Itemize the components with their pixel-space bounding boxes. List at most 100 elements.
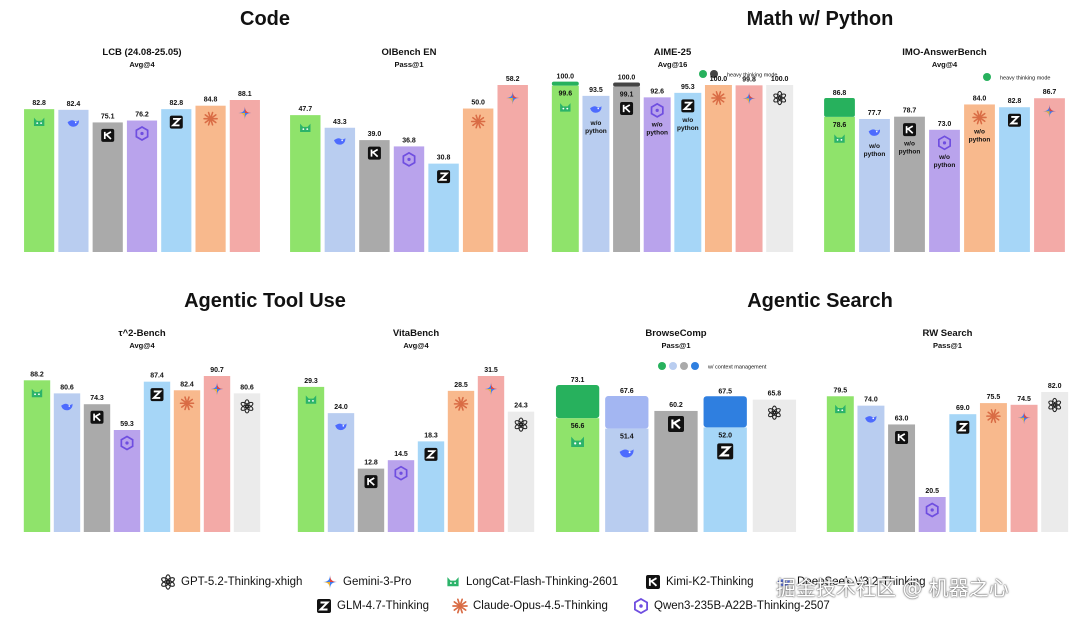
bar-glm (161, 109, 192, 252)
deepseek-icon (67, 120, 79, 127)
glm-icon (316, 598, 332, 614)
deepseek-icon (334, 138, 346, 145)
claude-icon (986, 409, 1001, 424)
bar-note: w/o (868, 143, 880, 150)
bar-value: 39.0 (368, 131, 382, 138)
gpt-icon (240, 399, 254, 414)
bar-value: 82.8 (1008, 98, 1022, 105)
bar-value: 87.4 (150, 373, 164, 380)
bar-longcat (24, 109, 55, 252)
longcat-icon (31, 388, 43, 398)
bar-value: 43.3 (333, 119, 347, 126)
claude-icon (470, 114, 486, 129)
gemini-icon (322, 574, 338, 590)
bar-value: 65.8 (768, 391, 782, 398)
bar-qwen (387, 460, 415, 532)
longcat-icon (445, 574, 461, 590)
kimi-icon (895, 430, 909, 444)
glm-icon (150, 388, 164, 402)
bar-note: w/o (590, 120, 602, 127)
bar-note: python (969, 136, 991, 143)
bar-value: 82.4 (67, 101, 81, 108)
bar-longcat (23, 380, 51, 532)
bar-gemini (735, 85, 763, 252)
bar-note: python (585, 128, 607, 135)
legend-label: GLM-4.7-Thinking (337, 600, 430, 612)
bar-value: 75.5 (987, 394, 1001, 401)
bar-value: 88.2 (30, 371, 44, 378)
bar-note: w/o (903, 141, 915, 148)
chart-note: heavy thinking mode (727, 73, 777, 79)
chart-subtitle: Avg@4 (932, 60, 958, 69)
chart-note: w/ context management (707, 365, 767, 371)
bar-value: 20.5 (925, 488, 939, 495)
bar-longcat (551, 85, 579, 252)
legend-dot (691, 362, 699, 370)
bar-value: 18.3 (424, 432, 438, 439)
bar-ctx-value: 73.1 (571, 377, 585, 384)
bar-longcat (290, 115, 321, 252)
qwen-icon (120, 435, 134, 451)
legend-dot (699, 70, 707, 78)
bar-note: python (934, 162, 956, 169)
kimi-icon (903, 123, 916, 137)
legend-label: Qwen3-235B-A22B-Thinking-2507 (654, 600, 830, 612)
legend-label: LongCat-Flash-Thinking-2601 (466, 576, 619, 588)
bar-glm (703, 427, 747, 532)
bar-value: 100.0 (771, 76, 789, 83)
chart-title: OIBench EN (382, 47, 437, 58)
bar-ctx-longcat (555, 385, 600, 419)
bar-qwen (643, 97, 671, 252)
chart-panel: VitaBench Avg@4 29.3 24.0 12.8 14.5 18.3 28.5 31… (297, 328, 535, 532)
legend-dot (983, 73, 991, 81)
bar-qwen (393, 146, 425, 252)
bar-value: 50.0 (471, 100, 485, 107)
bar-heavy-value: 86.8 (833, 90, 847, 97)
bar-value: 24.3 (514, 403, 528, 410)
glm-icon (424, 447, 438, 461)
legend-item-deepseek: DeepSeek-V3.2-Thinking (776, 574, 926, 590)
claude-icon (452, 598, 468, 614)
gpt-icon (767, 405, 781, 420)
glm-icon (437, 170, 451, 184)
bar-ctx-value: 67.6 (620, 388, 634, 395)
bar-gpt (1041, 392, 1069, 532)
longcat-icon (834, 134, 845, 143)
bar-kimi (83, 404, 111, 532)
glm-icon (956, 420, 970, 434)
bar-qwen (126, 120, 158, 252)
bar-value: 12.8 (364, 460, 378, 467)
bar-claude (447, 390, 475, 532)
legend-dot (680, 362, 688, 370)
bar-note: python (646, 129, 668, 136)
bar-gemini (477, 376, 505, 532)
bar-deepseek (859, 118, 890, 253)
bar-value: 51.4 (620, 434, 634, 441)
bar-value: 90.7 (210, 367, 224, 374)
legend-item-claude: Claude-Opus-4.5-Thinking (452, 598, 608, 614)
bar-value: 28.5 (454, 382, 468, 389)
bar-value: 36.8 (402, 137, 416, 144)
bar-gemini (1010, 404, 1038, 532)
bar-value: 86.7 (1043, 89, 1057, 96)
claude-icon (972, 110, 987, 125)
chart-subtitle: Avg@16 (658, 60, 688, 69)
bar-claude (964, 104, 995, 252)
qwen-icon (937, 135, 952, 151)
bar-longcat (297, 386, 325, 532)
gemini-icon (484, 382, 498, 396)
bar-claude (195, 105, 226, 252)
kimi-icon (101, 128, 115, 142)
bar-value: 80.6 (60, 384, 74, 391)
bar-kimi (92, 122, 123, 253)
deepseek-icon (61, 403, 73, 411)
bar-heavy-value: 100.0 (557, 74, 575, 81)
legend-item-longcat: LongCat-Flash-Thinking-2601 (445, 574, 618, 590)
bar-value: 60.2 (669, 402, 683, 409)
kimi-icon (367, 146, 381, 160)
kimi-icon (620, 102, 634, 116)
chart-subtitle: Avg@4 (403, 341, 429, 350)
longcat-icon (33, 117, 45, 127)
bar-value: 29.3 (304, 378, 318, 385)
bar-value: 82.0 (1048, 383, 1062, 390)
